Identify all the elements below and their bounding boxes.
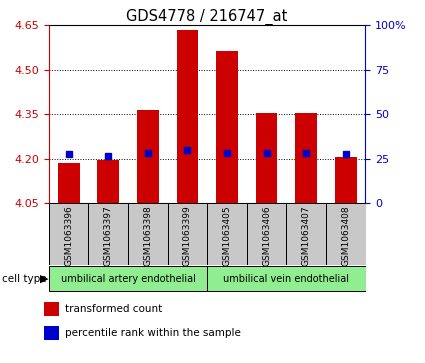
Text: umbilical vein endothelial: umbilical vein endothelial: [224, 274, 349, 284]
Bar: [44, 326, 59, 340]
Text: transformed count: transformed count: [65, 304, 163, 314]
Bar: [97, 160, 119, 203]
Bar: [335, 157, 357, 203]
Text: umbilical artery endothelial: umbilical artery endothelial: [61, 274, 196, 284]
Bar: [44, 302, 59, 316]
Text: cell type: cell type: [2, 274, 47, 284]
Bar: [207, 203, 247, 265]
Bar: [176, 30, 198, 203]
Bar: [326, 203, 366, 265]
Bar: [286, 203, 326, 265]
Text: percentile rank within the sample: percentile rank within the sample: [65, 328, 241, 338]
Text: GSM1063408: GSM1063408: [341, 205, 350, 266]
Bar: [58, 163, 79, 203]
Text: GSM1063406: GSM1063406: [262, 205, 271, 266]
Bar: [128, 203, 167, 265]
Text: GSM1063407: GSM1063407: [302, 205, 311, 266]
Text: GSM1063399: GSM1063399: [183, 205, 192, 266]
Text: ▶: ▶: [40, 274, 48, 284]
Bar: [49, 203, 88, 265]
Bar: [207, 266, 366, 291]
Bar: [88, 203, 128, 265]
Text: GSM1063396: GSM1063396: [64, 205, 73, 266]
Bar: [49, 266, 207, 291]
Bar: [167, 203, 207, 265]
Bar: [247, 203, 286, 265]
Text: GSM1063405: GSM1063405: [222, 205, 232, 266]
Bar: [137, 110, 159, 203]
Title: GDS4778 / 216747_at: GDS4778 / 216747_at: [127, 9, 288, 25]
Text: GSM1063397: GSM1063397: [104, 205, 113, 266]
Bar: [295, 113, 317, 203]
Bar: [256, 113, 278, 203]
Bar: [216, 50, 238, 203]
Text: GSM1063398: GSM1063398: [143, 205, 152, 266]
